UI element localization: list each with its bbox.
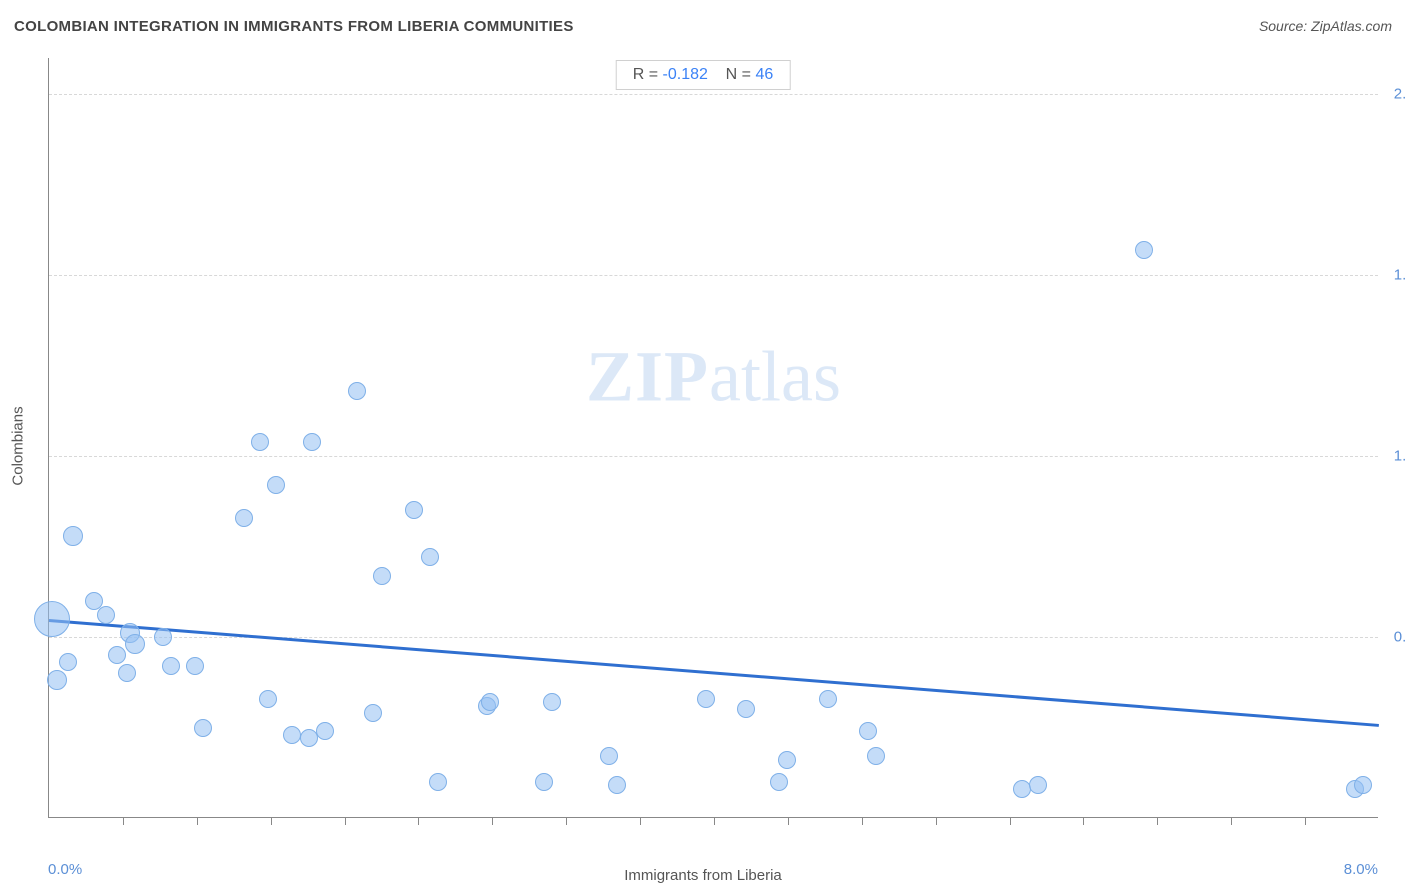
data-point[interactable] <box>481 693 499 711</box>
y-tick-label: 1.5% <box>1382 267 1406 284</box>
x-min-label: 0.0% <box>48 861 82 878</box>
data-point[interactable] <box>97 606 115 624</box>
data-point[interactable] <box>867 747 885 765</box>
data-point[interactable] <box>259 690 277 708</box>
data-point[interactable] <box>194 719 212 737</box>
x-tick <box>566 817 567 825</box>
data-point[interactable] <box>303 433 321 451</box>
data-point[interactable] <box>125 634 145 654</box>
data-point[interactable] <box>235 509 253 527</box>
data-point[interactable] <box>59 653 77 671</box>
watermark-atlas: atlas <box>709 336 841 416</box>
data-point[interactable] <box>316 722 334 740</box>
data-point[interactable] <box>348 382 366 400</box>
data-point[interactable] <box>429 773 447 791</box>
y-axis-title: Colombians <box>10 406 27 485</box>
data-point[interactable] <box>108 646 126 664</box>
x-tick <box>271 817 272 825</box>
data-point[interactable] <box>778 751 796 769</box>
data-point[interactable] <box>543 693 561 711</box>
r-value: -0.182 <box>663 66 708 83</box>
data-point[interactable] <box>1135 241 1153 259</box>
x-tick <box>418 817 419 825</box>
y-tick-label: 1.0% <box>1382 448 1406 465</box>
y-tick-label: 2.0% <box>1382 86 1406 103</box>
data-point[interactable] <box>600 747 618 765</box>
x-tick <box>714 817 715 825</box>
data-point[interactable] <box>118 664 136 682</box>
n-label: N = <box>726 66 751 83</box>
x-tick <box>345 817 346 825</box>
x-tick <box>492 817 493 825</box>
data-point[interactable] <box>819 690 837 708</box>
data-point[interactable] <box>63 526 83 546</box>
watermark: ZIPatlas <box>586 335 841 418</box>
data-point[interactable] <box>154 628 172 646</box>
data-point[interactable] <box>421 548 439 566</box>
data-point[interactable] <box>697 690 715 708</box>
scatter-plot-area: ZIPatlas 0.5%1.0%1.5%2.0% <box>48 58 1378 818</box>
data-point[interactable] <box>1029 776 1047 794</box>
stats-box: R = -0.182 N = 46 <box>616 60 791 90</box>
gridline-h <box>49 94 1378 95</box>
x-tick <box>1157 817 1158 825</box>
data-point[interactable] <box>737 700 755 718</box>
data-point[interactable] <box>267 476 285 494</box>
x-tick <box>1231 817 1232 825</box>
x-max-label: 8.0% <box>1344 861 1378 878</box>
data-point[interactable] <box>405 501 423 519</box>
x-tick <box>936 817 937 825</box>
x-tick <box>788 817 789 825</box>
data-point[interactable] <box>608 776 626 794</box>
y-tick-label: 0.5% <box>1382 629 1406 646</box>
data-point[interactable] <box>859 722 877 740</box>
x-tick <box>197 817 198 825</box>
data-point[interactable] <box>251 433 269 451</box>
data-point[interactable] <box>162 657 180 675</box>
gridline-h <box>49 456 1378 457</box>
x-tick <box>123 817 124 825</box>
data-point[interactable] <box>770 773 788 791</box>
data-point[interactable] <box>373 567 391 585</box>
x-tick <box>1083 817 1084 825</box>
chart-title: COLOMBIAN INTEGRATION IN IMMIGRANTS FROM… <box>14 18 574 35</box>
data-point[interactable] <box>47 670 67 690</box>
x-axis-title: Immigrants from Liberia <box>624 867 782 884</box>
gridline-h <box>49 275 1378 276</box>
x-tick <box>1305 817 1306 825</box>
x-tick <box>640 817 641 825</box>
data-point[interactable] <box>186 657 204 675</box>
watermark-zip: ZIP <box>586 336 709 416</box>
n-value: 46 <box>755 66 773 83</box>
data-point[interactable] <box>535 773 553 791</box>
r-label: R = <box>633 66 658 83</box>
data-point[interactable] <box>1013 780 1031 798</box>
data-point[interactable] <box>364 704 382 722</box>
trend-line <box>49 619 1379 726</box>
data-point[interactable] <box>34 601 70 637</box>
x-tick <box>862 817 863 825</box>
x-tick <box>1010 817 1011 825</box>
source-attribution: Source: ZipAtlas.com <box>1259 18 1392 34</box>
data-point[interactable] <box>1354 776 1372 794</box>
data-point[interactable] <box>283 726 301 744</box>
